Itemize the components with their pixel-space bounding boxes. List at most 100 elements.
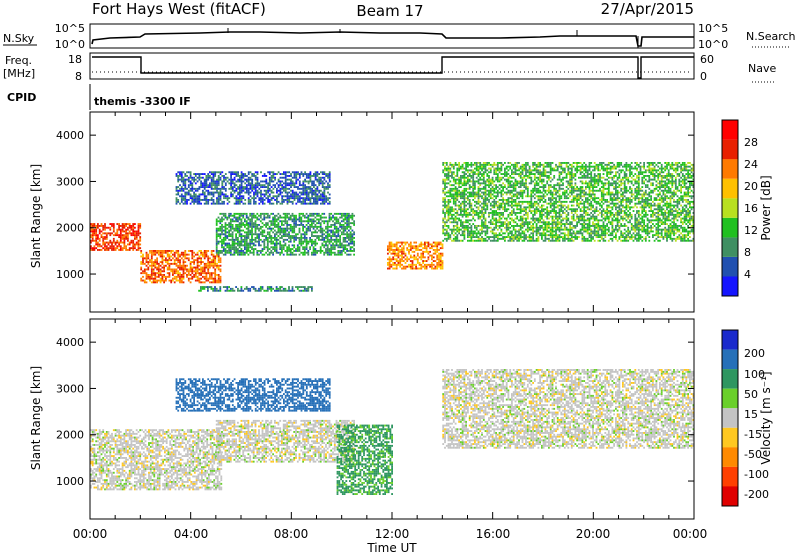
power-cell xyxy=(236,199,238,201)
power-cell xyxy=(534,188,536,190)
power-cell xyxy=(325,231,327,233)
power-cell xyxy=(225,290,227,292)
power-cell xyxy=(420,253,422,255)
power-cell xyxy=(534,221,536,223)
power-cell xyxy=(197,269,199,271)
power-cell xyxy=(232,246,234,248)
power-cell xyxy=(387,264,389,266)
power-cell xyxy=(536,232,538,234)
power-cell xyxy=(271,175,273,177)
power-cell xyxy=(158,274,160,276)
power-cell xyxy=(440,253,442,255)
power-cell xyxy=(516,184,518,186)
power-cell xyxy=(304,233,306,235)
power-cell xyxy=(302,173,304,175)
power-cell xyxy=(415,268,417,270)
power-cell xyxy=(286,233,288,235)
power-cell xyxy=(239,201,241,203)
power-cell xyxy=(301,188,303,190)
power-cell xyxy=(458,214,460,216)
power-cell xyxy=(455,179,457,181)
power-cell xyxy=(288,199,290,201)
power-cell xyxy=(483,227,485,229)
power-cell xyxy=(120,231,122,233)
power-cell xyxy=(455,229,457,231)
power-cell xyxy=(413,255,415,257)
power-cell xyxy=(348,224,350,226)
power-cell xyxy=(330,241,332,243)
power-cell xyxy=(213,188,215,190)
power-cell xyxy=(241,230,243,232)
power-cell xyxy=(530,236,532,238)
power-cell xyxy=(511,240,513,242)
power-cell xyxy=(522,240,524,242)
power-cell xyxy=(352,241,354,243)
power-cell xyxy=(216,250,218,252)
power-cell xyxy=(139,225,141,227)
power-cell xyxy=(125,245,127,247)
power-cell xyxy=(474,219,476,221)
power-cell xyxy=(302,201,304,203)
power-cell xyxy=(188,192,190,194)
power-cell xyxy=(515,194,517,196)
power-cell xyxy=(478,208,480,210)
power-cell xyxy=(325,173,327,175)
power-cell xyxy=(278,230,280,232)
power-cell xyxy=(221,224,223,226)
power-cell xyxy=(279,252,281,254)
power-cell xyxy=(410,247,412,249)
power-cell xyxy=(181,181,183,183)
power-cell xyxy=(283,254,285,256)
power-cell xyxy=(202,276,204,278)
power-cell xyxy=(218,228,220,230)
power-cell xyxy=(530,221,532,223)
power-cell xyxy=(325,220,327,222)
power-cell xyxy=(219,220,221,222)
power-cell xyxy=(523,177,525,179)
power-cell xyxy=(213,173,215,175)
power-cell xyxy=(216,171,218,173)
power-cell xyxy=(219,219,221,221)
power-cell xyxy=(501,212,503,214)
power-cell xyxy=(310,171,312,173)
power-cell xyxy=(515,229,517,231)
power-cell xyxy=(267,192,269,194)
power-cell xyxy=(525,234,527,236)
power-cell xyxy=(290,190,292,192)
power-cell xyxy=(506,192,508,194)
power-cell xyxy=(525,186,527,188)
power-cell xyxy=(339,250,341,252)
power-cell xyxy=(113,247,115,249)
power-cell xyxy=(267,246,269,248)
power-cell xyxy=(270,290,272,292)
power-cell xyxy=(315,243,317,245)
power-cell xyxy=(476,225,478,227)
power-cell xyxy=(509,232,511,234)
power-cell xyxy=(218,188,220,190)
power-cell xyxy=(413,256,415,258)
power-cell xyxy=(403,249,405,251)
power-cell xyxy=(151,269,153,271)
power-cell xyxy=(315,248,317,250)
power-cell xyxy=(234,220,236,222)
power-cell xyxy=(527,216,529,218)
power-cell xyxy=(412,262,414,264)
power-cell xyxy=(197,199,199,201)
power-cell xyxy=(464,195,466,197)
power-cell xyxy=(299,197,301,199)
power-cell xyxy=(534,182,536,184)
power-cell xyxy=(248,224,250,226)
power-cell xyxy=(287,203,289,205)
power-cell xyxy=(415,256,417,258)
power-cell xyxy=(509,218,511,220)
power-cell xyxy=(318,182,320,184)
power-cell xyxy=(288,197,290,199)
power-cell xyxy=(451,175,453,177)
power-cell xyxy=(95,238,97,240)
power-cell xyxy=(488,195,490,197)
power-cell xyxy=(509,175,511,177)
power-cell xyxy=(455,221,457,223)
power-cell xyxy=(214,270,216,272)
power-cell xyxy=(343,239,345,241)
power-cell xyxy=(327,246,329,248)
